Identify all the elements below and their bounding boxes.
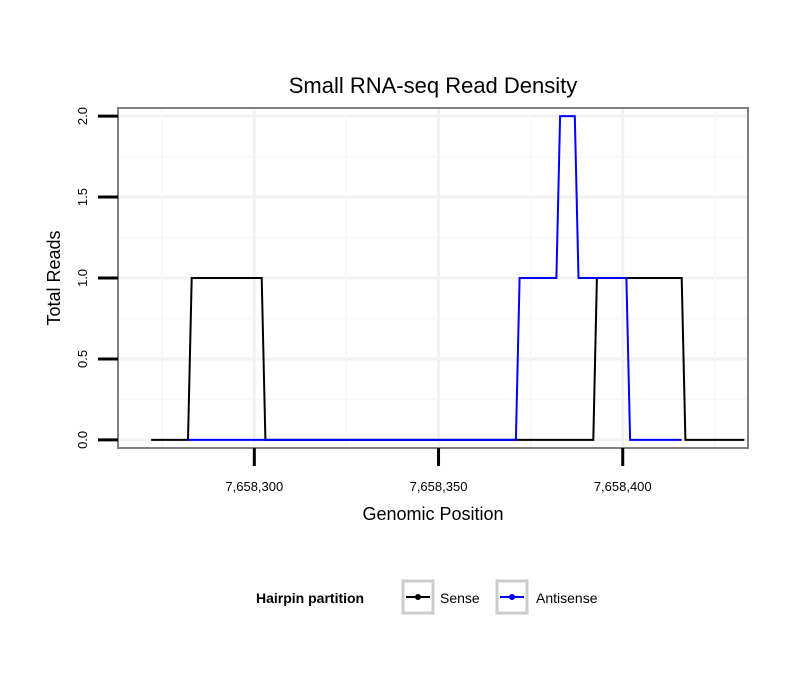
- x-tick-label: 7,658,350: [410, 479, 468, 494]
- x-tick-label: 7,658,300: [225, 479, 283, 494]
- series-line-antisense: [188, 115, 682, 441]
- y-axis-label: Total Reads: [44, 230, 64, 325]
- y-axis: 0.0 0.5 1.0 1.5 2.0: [75, 107, 118, 449]
- legend-marker-antisense: [509, 594, 515, 600]
- y-tick-label: 1.5: [75, 188, 90, 206]
- legend-item-antisense: Antisense: [495, 579, 598, 615]
- legend-title: Hairpin partition: [256, 590, 364, 606]
- legend-label-antisense: Antisense: [536, 590, 598, 606]
- series-layer: [151, 115, 745, 441]
- x-tick-label: 7,658,400: [594, 479, 652, 494]
- x-axis-label: Genomic Position: [362, 504, 503, 524]
- legend-marker-sense: [415, 594, 421, 600]
- legend: Hairpin partition Sense Antisense: [256, 579, 598, 615]
- y-tick-label: 1.0: [75, 269, 90, 287]
- y-tick-label: 2.0: [75, 107, 90, 125]
- chart-title: Small RNA-seq Read Density: [289, 73, 578, 98]
- legend-label-sense: Sense: [440, 590, 480, 606]
- y-tick-label: 0.5: [75, 350, 90, 368]
- y-tick-label: 0.0: [75, 431, 90, 449]
- legend-item-sense: Sense: [401, 579, 480, 615]
- x-axis: 7,658,300 7,658,350 7,658,400: [225, 448, 652, 494]
